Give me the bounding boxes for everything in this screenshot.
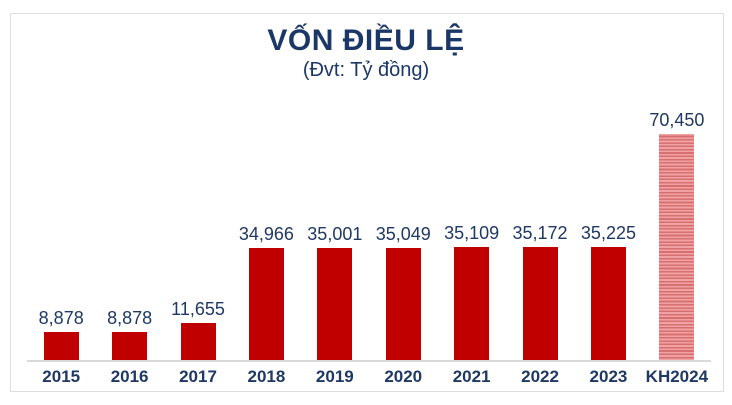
bar-value-label: 35,049	[375, 224, 431, 244]
bar-chart-plot-area: 8,878 8,878 11,655 34,966 35,001 35,049 35,109…	[27, 98, 711, 360]
x-axis-line	[27, 360, 711, 362]
bar-column-2017: 11,655	[164, 98, 232, 360]
bar	[248, 248, 284, 360]
bar-column-KH2024: 70,450	[643, 98, 711, 360]
bar-column-2022: 35,172	[506, 98, 574, 360]
x-axis-label-2023: 2023	[589, 367, 628, 386]
bar	[385, 248, 421, 360]
bar-value-label: 70,450	[649, 110, 705, 130]
x-axis-label-2020: 2020	[384, 367, 423, 386]
bar-value-label: 34,966	[238, 224, 294, 244]
x-axis-labels: 2015 2016 2017 2018 2019 2020 2021 2022 2023 KH20…	[27, 367, 711, 387]
x-axis-label-2021: 2021	[452, 367, 491, 386]
bar	[43, 332, 79, 360]
bar-column-2015: 8,878	[27, 98, 95, 360]
bar-column-2016: 8,878	[95, 98, 163, 360]
bar-value-label: 8,878	[38, 308, 84, 328]
bar	[317, 248, 353, 360]
bar-value-label: 11,655	[171, 299, 225, 319]
bar-column-2018: 34,966	[232, 98, 300, 360]
chart-subtitle: (Đvt: Tỷ đồng)	[302, 59, 430, 81]
x-axis-label-2022: 2022	[521, 367, 559, 386]
bar-column-2019: 35,001	[301, 98, 369, 360]
x-axis-label-2015: 2015	[42, 367, 81, 386]
bar-column-2023: 35,225	[574, 98, 642, 360]
x-axis-label-2018: 2018	[247, 367, 286, 386]
bar-value-label: 8,878	[107, 308, 153, 328]
x-axis-label-2016: 2016	[110, 367, 149, 386]
chart-title: VỐN ĐIỀU LỆ	[267, 24, 465, 57]
bar-value-label: 35,225	[580, 223, 636, 243]
bar-column-2021: 35,109	[437, 98, 505, 360]
bar-value-label: 35,001	[307, 224, 363, 244]
bar	[112, 332, 148, 360]
x-axis-label-KH2024: KH2024	[645, 367, 709, 386]
bar	[522, 247, 558, 360]
x-axis-label-2017: 2017	[179, 367, 217, 386]
bar-value-label: 35,109	[444, 223, 500, 243]
bar	[180, 323, 216, 360]
x-axis-label-2019: 2019	[315, 367, 354, 386]
bar-value-label: 35,172	[512, 223, 568, 243]
bar-column-2020: 35,049	[369, 98, 437, 360]
bar-plan-striped	[659, 134, 695, 360]
bar	[454, 247, 490, 360]
bar	[590, 247, 626, 360]
